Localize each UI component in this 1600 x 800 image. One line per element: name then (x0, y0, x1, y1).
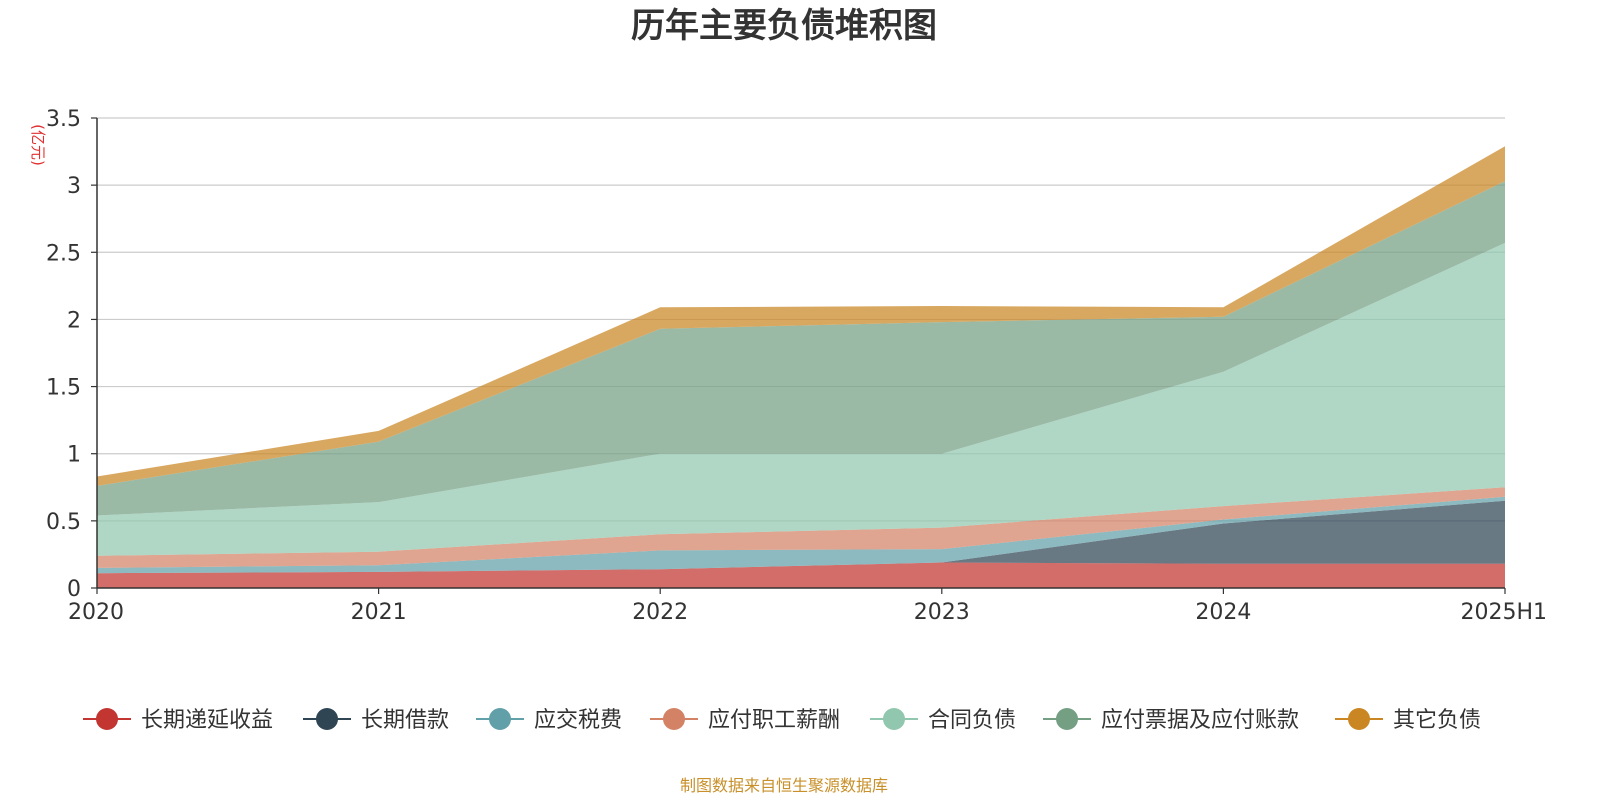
x-tick-label: 2024 (1195, 600, 1251, 625)
y-tick-label: 1.5 (46, 376, 81, 401)
x-tick-label: 2021 (351, 600, 407, 625)
legend-label: 应付票据及应付账款 (1101, 708, 1299, 733)
legend-item[interactable]: 长期递延收益 (83, 708, 273, 733)
legend-marker (316, 708, 338, 730)
area-series-6 (97, 146, 1505, 486)
area-series-3 (97, 487, 1505, 568)
x-tick-label: 2022 (632, 600, 688, 625)
axes: 0 0.5 1 1.5 2 2.5 3 3.5 2020 2021 2022 2023 2024 2025… (46, 107, 1547, 625)
y-tick-label: 2.5 (46, 241, 81, 266)
y-tick-label: 1 (67, 443, 81, 468)
legend-label: 其它负债 (1393, 708, 1481, 733)
area-layers (97, 146, 1505, 588)
legend-marker (96, 708, 118, 730)
legend-label: 应交税费 (534, 708, 622, 733)
legend-item[interactable]: 长期借款 (303, 708, 449, 733)
legend-label: 合同负债 (928, 708, 1016, 733)
legend-item[interactable]: 其它负债 (1335, 708, 1481, 733)
legend-item[interactable]: 合同负债 (870, 708, 1016, 733)
chart-title: 历年主要负债堆积图 (631, 6, 937, 46)
legend-item[interactable]: 应付票据及应付账款 (1043, 708, 1299, 733)
y-tick-label: 2 (67, 308, 81, 333)
y-axis-label: (亿元) (29, 124, 47, 166)
legend-marker (1056, 708, 1078, 730)
legend: 长期递延收益 长期借款 应交税费 应付职工薪酬 合同负债 应付票据及应付账款 其它负债 (83, 708, 1481, 733)
legend-marker (883, 708, 905, 730)
y-tick-label: 3.5 (46, 107, 81, 132)
x-tick-label: 2023 (914, 600, 970, 625)
y-tick-label: 0.5 (46, 510, 81, 535)
legend-label: 应付职工薪酬 (708, 708, 840, 733)
legend-marker (663, 708, 685, 730)
area-series-1 (97, 500, 1505, 574)
x-tick-label: 2025H1 (1460, 600, 1547, 625)
source-note: 制图数据来自恒生聚源数据库 (680, 776, 888, 795)
area-series-2 (97, 496, 1505, 574)
area-series-4 (97, 242, 1505, 556)
x-tick-label: 2020 (68, 600, 124, 625)
legend-item[interactable]: 应付职工薪酬 (650, 708, 840, 733)
legend-label: 长期递延收益 (141, 708, 273, 733)
legend-marker (489, 708, 511, 730)
legend-marker (1348, 708, 1370, 730)
area-series-0 (97, 562, 1505, 588)
legend-label: 长期借款 (361, 708, 449, 733)
y-tick-label: 0 (67, 577, 81, 602)
area-series-5 (97, 181, 1505, 516)
legend-item[interactable]: 应交税费 (476, 708, 622, 733)
y-tick-label: 3 (67, 174, 81, 199)
